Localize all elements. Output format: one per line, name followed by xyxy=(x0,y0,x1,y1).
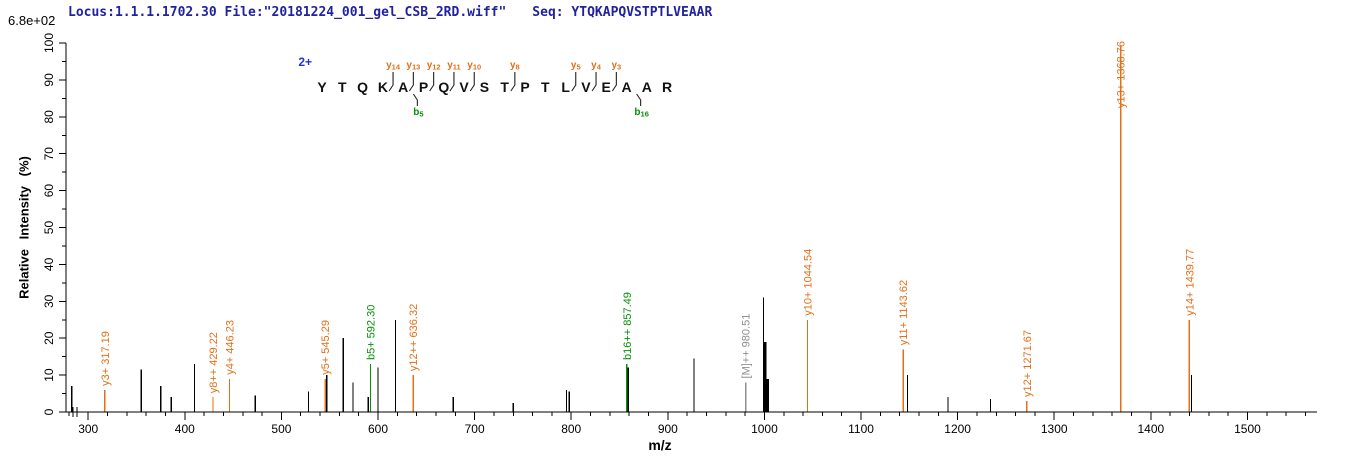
peak-label: b5+ 592.30 xyxy=(366,305,378,360)
peak-annotations: y3+ 317.19 y8++ 429.22 y4+ 446.23 y5+ 545.2… xyxy=(100,41,1196,412)
residue-letter: R xyxy=(662,79,672,95)
peak-label: y3+ 317.19 xyxy=(100,331,112,386)
x-tick-label: 700 xyxy=(465,422,485,436)
y-tick-label: 20 xyxy=(42,331,56,345)
residue-letter: L xyxy=(561,79,570,95)
y-tick-label: 70 xyxy=(42,147,56,161)
y-tick-label: 100 xyxy=(42,33,56,53)
ion-label: y14 xyxy=(386,60,401,72)
peak-label: y14+ 1439.77 xyxy=(1184,249,1196,316)
precursor-charge-label: 2+ xyxy=(298,55,312,69)
ion-label: b5 xyxy=(413,107,423,119)
x-tick-label: 900 xyxy=(658,422,678,436)
ion-label: y13 xyxy=(406,60,420,72)
ion-label: y5 xyxy=(571,60,581,72)
y-ticks xyxy=(59,42,66,413)
y-tick-label: 10 xyxy=(42,368,56,382)
x-tick-label: 500 xyxy=(271,422,291,436)
peak-label: b16++ 857.49 xyxy=(622,292,634,360)
residue-letter: A xyxy=(621,79,631,95)
residue-letter: P xyxy=(520,79,529,95)
x-tick-label: 400 xyxy=(175,422,195,436)
spectrum-header: Locus:1.1.1.1702.30 File:"20181224_001_g… xyxy=(68,5,712,20)
y-ion-mark xyxy=(408,72,414,92)
y-ion-mark xyxy=(611,72,617,92)
peaks-group xyxy=(71,297,1193,412)
y-tick-label: 80 xyxy=(42,110,56,124)
intensity-scale-label: 6.8e+02 xyxy=(8,13,56,28)
peak-label: y12++ 636.32 xyxy=(408,304,420,371)
residue-letter: T xyxy=(500,79,509,95)
residue-letter: S xyxy=(480,79,489,95)
ion-label: y4 xyxy=(591,60,602,72)
y-tick-label: 0 xyxy=(42,408,56,415)
residue-letter: A xyxy=(398,79,408,95)
y-tick-label: 40 xyxy=(42,257,56,271)
residue-letter: Y xyxy=(317,79,327,95)
y-tick-label: 90 xyxy=(42,73,56,87)
sequence-label: Seq: YTQKAPQVSTPTLVEAAR xyxy=(532,5,713,20)
residue-letter: Q xyxy=(438,79,449,95)
locus-file-label: Locus:1.1.1.1702.30 File:"20181224_001_g… xyxy=(68,5,507,20)
residue-letter: A xyxy=(642,79,652,95)
residue-letter: V xyxy=(459,79,469,95)
peak-label: y13+ 1368.76 xyxy=(1116,41,1128,108)
residue-letter: P xyxy=(419,79,428,95)
x-tick-label: 600 xyxy=(368,422,388,436)
ion-label: y12 xyxy=(427,60,441,72)
residue-letter: E xyxy=(602,79,611,95)
y-tick-label: 50 xyxy=(42,221,56,235)
residue-letter: T xyxy=(541,79,550,95)
peak-label: y8++ 429.22 xyxy=(208,332,220,393)
x-tick-label: 1100 xyxy=(848,422,874,436)
residue-letter: Q xyxy=(357,79,368,95)
y-ion-mark xyxy=(469,72,475,92)
peak-label: [M]++ 980.51 xyxy=(741,314,753,379)
y-tick-label: 60 xyxy=(42,184,56,198)
x-tick-label: 800 xyxy=(561,422,581,436)
ion-label: y10 xyxy=(467,60,481,72)
x-tick-label: 1000 xyxy=(751,422,778,436)
x-tick-label: 1400 xyxy=(1137,422,1164,436)
x-tick-label: 1300 xyxy=(1041,422,1068,436)
ion-label: y3 xyxy=(611,60,621,72)
residue-letter: T xyxy=(338,79,347,95)
y-ion-mark xyxy=(388,72,394,92)
y-ion-mark xyxy=(571,72,577,92)
x-ticks xyxy=(68,412,1306,420)
ion-label: b16 xyxy=(634,107,648,119)
peak-label: y12+ 1271.67 xyxy=(1022,330,1034,397)
x-tick-label: 1500 xyxy=(1234,422,1261,436)
peak-label: y5+ 545.29 xyxy=(320,320,332,375)
peak-label: y11+ 1143.62 xyxy=(898,280,910,345)
peak-label: y10+ 1044.54 xyxy=(802,249,814,316)
ion-label: y11 xyxy=(447,60,461,72)
b-ion-mark xyxy=(636,93,642,106)
residue-letter: K xyxy=(378,79,388,95)
y-ion-mark xyxy=(429,72,435,92)
peak-label: y4+ 446.23 xyxy=(224,320,236,375)
y-ion-mark xyxy=(591,72,597,92)
ion-label: y8 xyxy=(510,60,520,72)
residue-letter: V xyxy=(581,79,591,95)
x-axis-title: m/z xyxy=(648,437,672,453)
y-ion-mark xyxy=(449,72,455,92)
x-tick-label: 300 xyxy=(78,422,98,436)
y-ion-mark xyxy=(510,72,516,92)
y-axis-title: Relative Intensity (%) xyxy=(16,156,32,299)
y-tick-label: 30 xyxy=(42,294,56,308)
b-ion-mark xyxy=(412,93,418,106)
axes xyxy=(65,43,1317,417)
x-tick-label: 1200 xyxy=(944,422,971,436)
